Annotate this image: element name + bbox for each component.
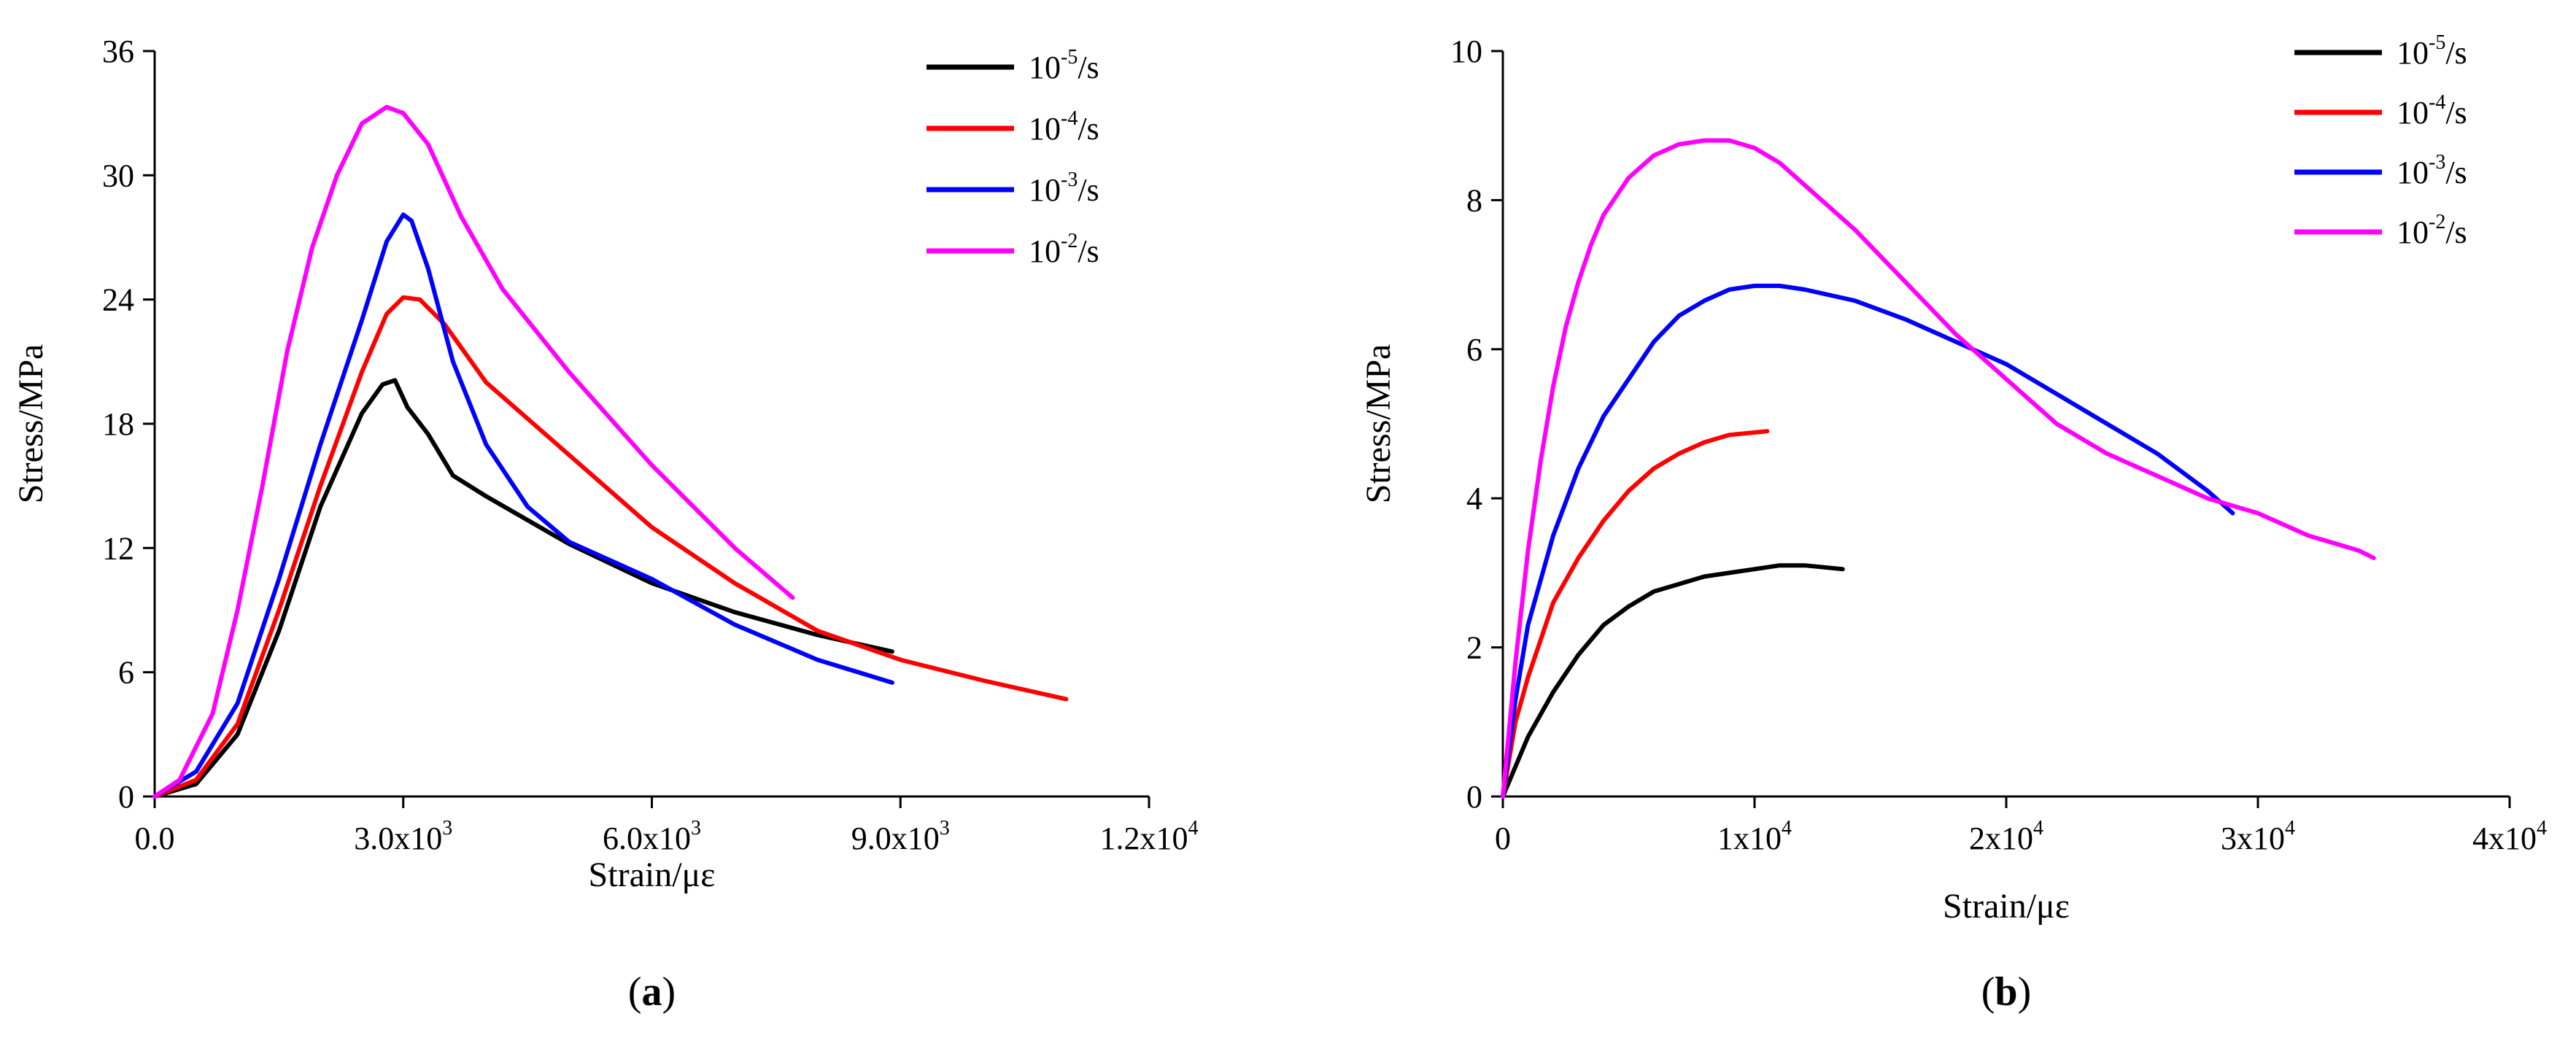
chart-panel-b: 0 1x104 2x104 3x104 4x1040246810Strain/μεStr… <box>1359 31 2547 1015</box>
y-tick-label: 0 <box>1466 779 1482 815</box>
legend-label-unit: /s <box>2445 155 2467 190</box>
legend-label-exponent: -4 <box>2429 91 2445 114</box>
y-axis-title: Stress/MPa <box>1359 344 1398 504</box>
y-tick-label: 8 <box>1466 182 1482 218</box>
series-line-3 <box>152 212 894 799</box>
chart-panel-a: 0.0 3.0x103 6.0x103 9.0x103 1.2x104061218243… <box>12 34 1199 1015</box>
y-tick-label: 4 <box>1466 481 1482 516</box>
series-line-2 <box>1501 429 1770 799</box>
y-tick-label: 0 <box>118 779 134 815</box>
series-line-1 <box>1501 563 1845 799</box>
legend-label-unit: /s <box>1078 50 1099 85</box>
panel-label-open: ( <box>628 969 642 1015</box>
legend-label-2: 10-4/s <box>1029 107 1099 147</box>
panel-label-open: ( <box>1981 969 1995 1015</box>
panel-label: (a) <box>628 969 676 1015</box>
legend-label-1: 10-5/s <box>2397 31 2467 71</box>
x-axis-title: Strain/με <box>589 856 716 894</box>
legend-label-exponent: -2 <box>1061 230 1078 252</box>
legend-label-4: 10-2/s <box>1029 230 1099 269</box>
legend-label-2: 10-4/s <box>2397 91 2467 131</box>
x-tick-label: 0.0 <box>135 821 175 856</box>
x-tick-label-base: 2x10 <box>1969 821 2033 856</box>
x-tick-label-base: 1x10 <box>1717 821 1782 856</box>
legend-label-4: 10-2/s <box>2397 211 2467 250</box>
y-axis-title: Stress/MPa <box>12 344 50 504</box>
y-tick-label: 36 <box>102 34 134 69</box>
panel-label-letter: a <box>642 969 662 1015</box>
x-tick-label-exponent: 4 <box>2033 817 2043 840</box>
x-tick-label-exponent: 3 <box>691 817 701 840</box>
y-tick-label: 10 <box>1450 34 1482 69</box>
legend-label-base: 10 <box>1029 50 1061 85</box>
x-tick-label: 2x104 <box>1969 817 2043 856</box>
y-tick-label: 12 <box>102 530 134 566</box>
x-tick-label-exponent: 3 <box>940 817 950 840</box>
legend-label-3: 10-3/s <box>2397 151 2467 190</box>
y-tick-label: 18 <box>102 406 134 442</box>
legend-label-unit: /s <box>1078 111 1099 147</box>
series-line-4 <box>152 104 795 799</box>
legend-label-unit: /s <box>2445 95 2467 131</box>
legend-label-exponent: -3 <box>2429 151 2445 174</box>
x-tick-label-base: 9.0x10 <box>851 821 940 856</box>
y-tick-label: 30 <box>102 158 134 193</box>
x-tick-label-base: 0 <box>1495 821 1511 856</box>
x-tick-label: 3x104 <box>2221 817 2295 856</box>
x-tick-label-base: 4x10 <box>2472 821 2537 856</box>
x-tick-label: 6.0x103 <box>603 817 701 856</box>
legend-label-exponent: -3 <box>1061 168 1078 191</box>
x-tick-label: 4x104 <box>2472 817 2547 856</box>
series-line-4 <box>1501 138 2376 799</box>
legend-label-base: 10 <box>2397 155 2429 190</box>
legend-label-exponent: -5 <box>1061 46 1078 69</box>
legend-label-unit: /s <box>2445 214 2467 250</box>
legend-label-exponent: -4 <box>1061 107 1078 130</box>
x-axis-title: Strain/με <box>1943 887 2070 926</box>
legend-label-exponent: -2 <box>2429 211 2445 233</box>
legend-label-base: 10 <box>2397 214 2429 250</box>
legend-label-3: 10-3/s <box>1029 168 1099 208</box>
x-tick-label-exponent: 4 <box>1188 817 1199 840</box>
y-tick-label: 2 <box>1466 630 1482 666</box>
x-tick-label: 1.2x104 <box>1100 817 1199 856</box>
y-tick-label: 6 <box>118 655 134 691</box>
panel-label-close: ) <box>662 969 676 1015</box>
x-tick-label-exponent: 4 <box>2285 817 2295 840</box>
x-tick-label: 9.0x103 <box>851 817 950 856</box>
x-tick-label-exponent: 4 <box>1782 817 1792 840</box>
y-tick-label: 24 <box>102 282 134 318</box>
x-tick-label-base: 0.0 <box>135 821 175 856</box>
legend-label-base: 10 <box>2397 95 2429 131</box>
legend-label-base: 10 <box>2397 35 2429 71</box>
legend-label-base: 10 <box>1029 233 1061 269</box>
legend-label-base: 10 <box>1029 172 1061 208</box>
x-tick-label-exponent: 3 <box>442 817 452 840</box>
legend-label-base: 10 <box>1029 111 1061 147</box>
legend-label-unit: /s <box>1078 233 1099 269</box>
legend-label-unit: /s <box>2445 35 2467 71</box>
x-tick-label: 1x104 <box>1717 817 1792 856</box>
y-tick-label: 6 <box>1466 332 1482 368</box>
x-tick-label: 0 <box>1495 821 1511 856</box>
x-tick-label-base: 1.2x10 <box>1100 821 1188 856</box>
panel-label: (b) <box>1981 969 2031 1015</box>
series-line-3 <box>1501 283 2235 799</box>
legend-label-1: 10-5/s <box>1029 46 1099 85</box>
x-tick-label: 3.0x103 <box>354 817 452 856</box>
legend-label-exponent: -5 <box>2429 31 2445 54</box>
legend-label-unit: /s <box>1078 172 1099 208</box>
x-tick-label-base: 3.0x10 <box>354 821 442 856</box>
x-tick-label-base: 6.0x10 <box>603 821 691 856</box>
x-tick-label-base: 3x10 <box>2221 821 2285 856</box>
panel-label-letter: b <box>1995 969 2017 1015</box>
panel-label-close: ) <box>2018 969 2032 1015</box>
series-line-2 <box>152 295 1069 799</box>
x-tick-label-exponent: 4 <box>2537 817 2547 840</box>
